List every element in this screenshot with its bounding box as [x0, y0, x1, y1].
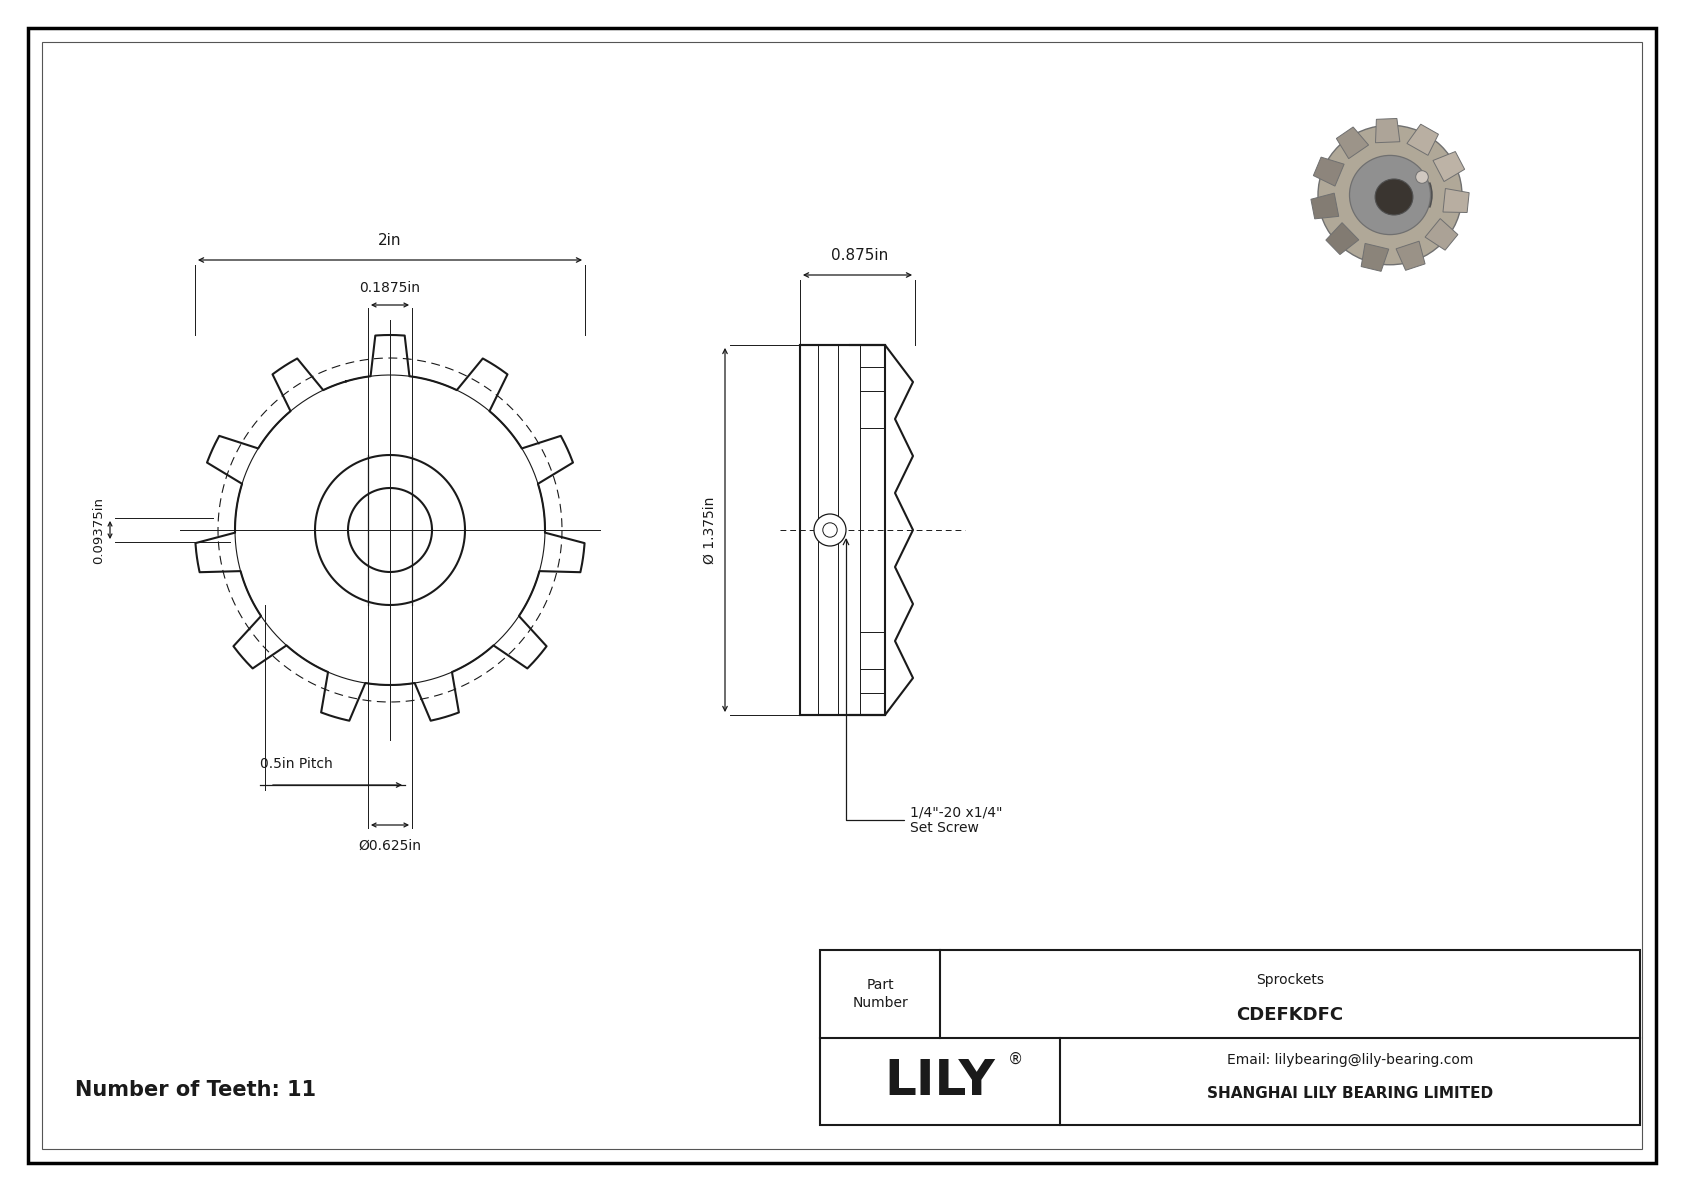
- Text: 0.5in Pitch: 0.5in Pitch: [259, 757, 333, 771]
- Polygon shape: [1376, 118, 1399, 143]
- Text: 0.875in: 0.875in: [832, 248, 889, 263]
- Polygon shape: [1425, 219, 1458, 250]
- Text: ®: ®: [1007, 1052, 1022, 1067]
- Ellipse shape: [1349, 155, 1430, 235]
- Ellipse shape: [1376, 179, 1413, 216]
- Text: Email: lilybearing@lily-bearing.com: Email: lilybearing@lily-bearing.com: [1228, 1053, 1474, 1067]
- Circle shape: [813, 515, 845, 545]
- Polygon shape: [1337, 127, 1369, 158]
- Text: LILY: LILY: [884, 1058, 995, 1105]
- Polygon shape: [1443, 188, 1468, 212]
- Text: SHANGHAI LILY BEARING LIMITED: SHANGHAI LILY BEARING LIMITED: [1207, 1086, 1494, 1100]
- Polygon shape: [1310, 193, 1339, 219]
- Bar: [820, 950, 1640, 1125]
- Ellipse shape: [1319, 125, 1462, 264]
- Text: 2in: 2in: [379, 233, 402, 248]
- Circle shape: [1416, 170, 1428, 183]
- Circle shape: [823, 523, 837, 537]
- Text: CDEFKDFC: CDEFKDFC: [1236, 1005, 1344, 1024]
- Text: Number of Teeth: 11: Number of Teeth: 11: [76, 1080, 317, 1100]
- Polygon shape: [1314, 157, 1344, 186]
- Polygon shape: [1361, 243, 1389, 272]
- Polygon shape: [1406, 124, 1438, 155]
- Polygon shape: [1396, 242, 1425, 270]
- Text: Ø0.625in: Ø0.625in: [359, 838, 421, 853]
- Text: Sprockets: Sprockets: [1256, 973, 1324, 987]
- Text: Part
Number: Part Number: [852, 978, 908, 1010]
- Text: 1/4"-20 x1/4"
Set Screw: 1/4"-20 x1/4" Set Screw: [844, 540, 1002, 835]
- Bar: [800, 345, 886, 715]
- Text: 0.1875in: 0.1875in: [359, 281, 421, 295]
- Polygon shape: [1325, 223, 1359, 255]
- Text: 0.09375in: 0.09375in: [93, 497, 104, 563]
- Polygon shape: [1433, 151, 1465, 181]
- Text: Ø 1.375in: Ø 1.375in: [702, 497, 717, 563]
